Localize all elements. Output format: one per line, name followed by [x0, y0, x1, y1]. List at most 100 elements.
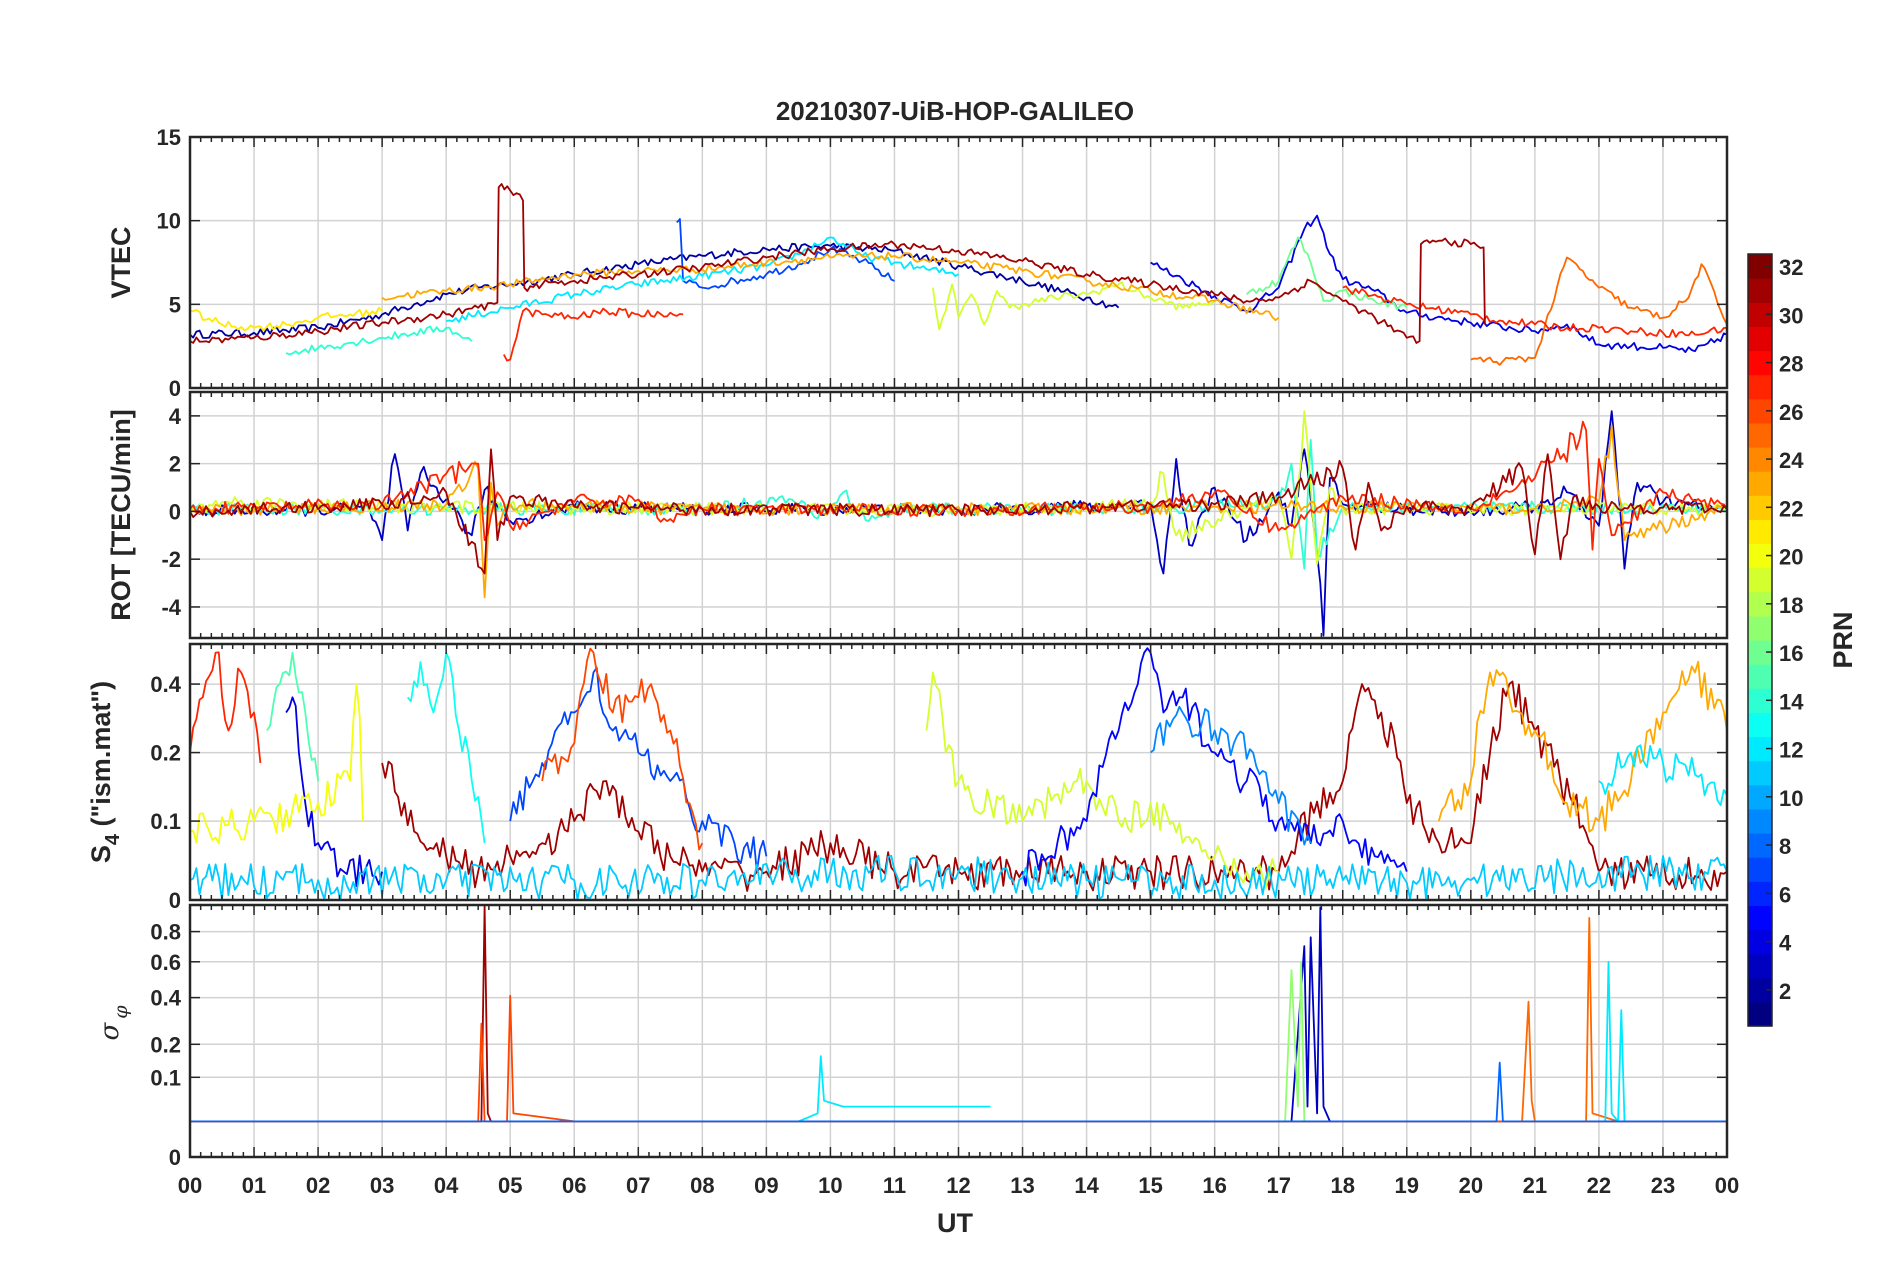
s4-label-rest: ("ism.mat") [86, 681, 116, 834]
rot-series-prn-31 [190, 448, 1727, 575]
rot-y-tick-label: -4 [161, 595, 181, 620]
colorbar-segment-9 [1748, 808, 1772, 834]
vtec-series-prn-12 [446, 236, 959, 323]
sigma-phi-y-axis-label: σφ [95, 1005, 132, 1041]
colorbar-segment-7 [1748, 857, 1772, 882]
s4-series-prn-26 [541, 647, 704, 851]
x-tick-label: 01 [242, 1173, 266, 1198]
s4-y-axis-label: S4 ("ism.mat") [86, 681, 124, 863]
s4-series-prn-15 [266, 651, 319, 782]
x-tick-label: 16 [1202, 1173, 1226, 1198]
colorbar-tick-label: 8 [1779, 834, 1791, 859]
vtec-series-prn-21 [190, 306, 383, 332]
s4-series-prn-11 [190, 854, 1727, 900]
colorbar: 32 30 28 26 24 22 20 18 16 14 12 10 8 6 4 2 [1747, 253, 1804, 1027]
colorbar-tick-label: 18 [1779, 593, 1803, 618]
colorbar-segment-25 [1748, 422, 1772, 448]
s4-series-prn-27 [190, 651, 262, 764]
vtec-series-prn-31 [190, 183, 1486, 344]
colorbar-segment-21 [1748, 519, 1772, 545]
s4-panel: 0.1 0.2 0.4 0 S4 ("ism.mat") [86, 642, 1729, 913]
colorbar-frame [1747, 253, 1773, 1027]
sigphi-series-group [190, 905, 1727, 1123]
vtec-y-axis-label: VTEC [106, 226, 136, 298]
s4-series-prn-5 [1021, 647, 1408, 887]
chart-title: 20210307-UiB-HOP-GALILEO [776, 96, 1134, 126]
sigphi-y-tick-label: 0 [169, 1145, 181, 1170]
vtec-y-tick-label: 5 [169, 292, 181, 317]
x-tick-label: 23 [1651, 1173, 1675, 1198]
colorbar-segment-3 [1748, 953, 1772, 979]
s4-label-sub: 4 [102, 833, 124, 845]
colorbar-tick-label: 32 [1779, 255, 1803, 280]
vtec-series-prn-27 [503, 307, 684, 362]
colorbar-segment-1 [1748, 1001, 1772, 1027]
colorbar-tick-label: 2 [1779, 979, 1791, 1004]
colorbar-segment-11 [1748, 760, 1772, 786]
colorbar-segment-13 [1748, 712, 1772, 738]
sigphi-series-prn-3 [1290, 906, 1331, 1122]
vtec-series-prn-4 [1150, 214, 1727, 353]
x-tick-label: 13 [1010, 1173, 1034, 1198]
x-tick-label: 04 [434, 1173, 459, 1198]
vtec-series-prn-25 [1470, 256, 1727, 366]
x-tick-label: 02 [306, 1173, 330, 1198]
colorbar-tick-label: 24 [1779, 448, 1804, 473]
colorbar-tick-label: 6 [1779, 882, 1791, 907]
colorbar-segment-15 [1748, 664, 1772, 689]
rot-series-group [190, 410, 1727, 637]
rot-y-tick-label: 0 [169, 499, 181, 524]
s4-label-main: S [86, 845, 116, 863]
colorbar-tick-label: 12 [1779, 738, 1803, 763]
x-tick-label: 09 [754, 1173, 778, 1198]
colorbar-tick-label: 26 [1779, 400, 1803, 425]
colorbar-segment-23 [1748, 471, 1772, 496]
x-tick-label: 11 [883, 1173, 906, 1198]
vtec-panel: 0 5 10 15 VTEC [106, 125, 1729, 401]
vtec-y-tick-label: 0 [169, 376, 181, 401]
x-axis-label: UT [937, 1208, 973, 1238]
x-tick-label: 05 [498, 1173, 522, 1198]
s4-series-prn-9 [1150, 705, 1312, 846]
colorbar-segment-5 [1748, 905, 1772, 931]
x-tick-label: 22 [1587, 1173, 1611, 1198]
sigphi-y-tick-label: 0.6 [150, 950, 181, 975]
colorbar-tick-label: 28 [1779, 352, 1803, 377]
x-tick-label: 07 [626, 1173, 650, 1198]
colorbar-tick-label: 22 [1779, 496, 1803, 521]
sigphi-series-prn-17 [1284, 960, 1306, 1122]
colorbar-segment-31 [1748, 278, 1772, 303]
colorbar-tick-label: 14 [1779, 689, 1804, 714]
colorbar-segment-17 [1748, 615, 1772, 641]
vtec-series-prn-2 [190, 242, 1120, 339]
colorbar-tick-label: 10 [1779, 786, 1803, 811]
x-tick-label: 15 [1138, 1173, 1162, 1198]
x-axis-ticks: 00 01 02 03 04 05 06 07 08 09 10 11 12 13 14 15 16 17 18 19… [178, 1173, 1739, 1198]
x-tick-label: 10 [818, 1173, 842, 1198]
vtec-series-group [190, 183, 1727, 366]
sigma-label-sub: φ [110, 1005, 132, 1019]
x-tick-label: 14 [1074, 1173, 1099, 1198]
sigphi-y-tick-label: 0.4 [150, 986, 181, 1011]
colorbar-tick-label: 30 [1779, 303, 1803, 328]
s4-y-tick-label-bottom: 0 [169, 888, 181, 913]
x-tick-label: 12 [946, 1173, 970, 1198]
s4-series-prn-31 [381, 680, 1727, 892]
rot-y-tick-label: 2 [169, 452, 181, 477]
x-tick-label: 18 [1331, 1173, 1355, 1198]
colorbar-segment-19 [1748, 567, 1772, 593]
colorbar-tick-label: 20 [1779, 545, 1803, 570]
vtec-series-prn-23 [381, 251, 1280, 322]
x-tick-label: 03 [370, 1173, 394, 1198]
s4-series-prn-7 [509, 666, 768, 873]
x-tick-label: 08 [690, 1173, 714, 1198]
sigma-phi-panel: 0 0.1 0.2 0.4 0.6 0.8 σφ [95, 903, 1729, 1170]
rot-y-tick-label: -2 [161, 547, 181, 572]
x-tick-label: 20 [1459, 1173, 1483, 1198]
s4-y-tick-label: 0.1 [150, 809, 181, 834]
s4-y-tick-label: 0.2 [150, 741, 181, 766]
s4-series-prn-12 [1598, 744, 1727, 807]
vtec-y-tick-label: 15 [157, 125, 181, 150]
sigma-label-main: σ [95, 1022, 125, 1041]
